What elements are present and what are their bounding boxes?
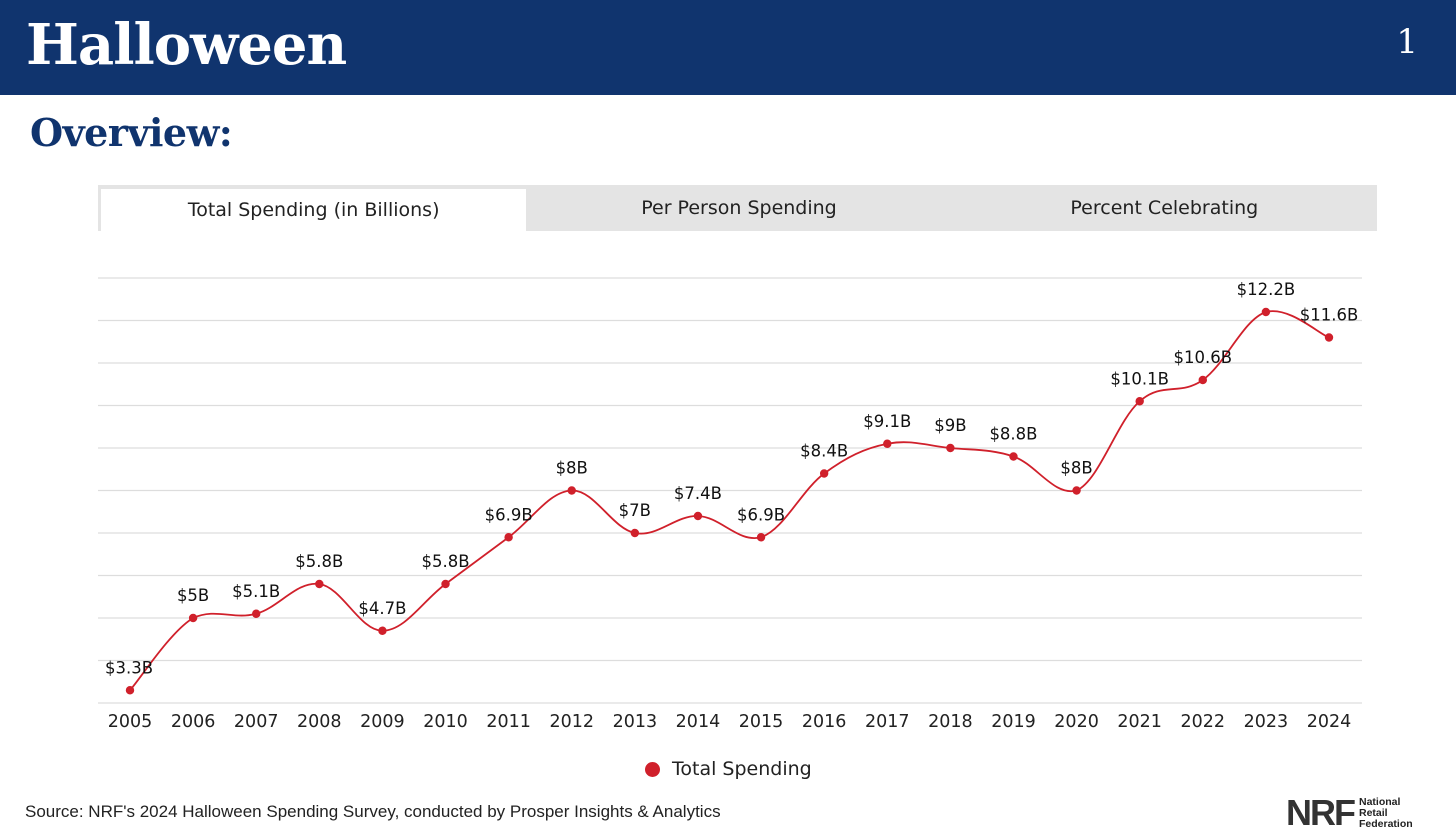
x-tick-label: 2023 [1244,712,1289,732]
data-label: $9.1B [863,412,911,431]
x-tick-label: 2015 [739,712,784,732]
chart-tabs: Total Spending (in Billions) Per Person … [98,185,1377,231]
x-tick-label: 2006 [171,712,216,732]
data-point [756,533,766,542]
data-label: $11.6B [1300,306,1359,325]
page-title: Halloween [26,12,347,78]
x-tick-label: 2011 [486,712,531,732]
data-label: $8.8B [989,425,1037,444]
data-point [946,443,955,453]
source-note: Source: NRF's 2024 Halloween Spending Su… [25,802,721,821]
x-tick-label: 2009 [360,712,405,732]
data-label: $4.7B [358,599,406,618]
x-tick-label: 2010 [423,712,468,732]
data-point [693,511,703,521]
x-tick-label: 2021 [1117,712,1162,732]
data-point [188,613,198,623]
data-label: $8B [556,459,588,478]
data-label: $7.4B [674,484,722,503]
data-point [883,439,892,448]
data-point [252,609,261,618]
data-point [378,626,387,635]
data-label: $7B [619,501,651,520]
logo-line: National [1359,795,1401,808]
data-point [1324,333,1334,342]
header-bar: Halloween 1 [0,0,1456,95]
data-point [315,579,324,589]
data-label: $10.1B [1110,369,1169,388]
data-point [1072,486,1081,495]
tab-percent-celebrating[interactable]: Percent Celebrating [1070,197,1259,219]
data-point [441,579,450,589]
page-number: 1 [1396,22,1418,62]
legend-marker [645,761,660,777]
x-tick-label: 2007 [234,712,279,732]
data-point [1135,397,1144,406]
data-label: $10.6B [1174,348,1233,367]
data-point [630,528,640,538]
data-label: $5.8B [421,552,469,571]
data-point [819,469,829,478]
x-tick-label: 2014 [676,712,721,732]
logo-line: Retail [1359,806,1388,819]
data-point [1009,452,1018,461]
x-tick-label: 2022 [1181,712,1226,732]
data-label: $6.9B [737,505,785,524]
x-tick-label: 2008 [297,712,342,732]
data-point [1198,375,1207,385]
x-tick-label: 2016 [802,712,847,732]
logo-text: National Retail Federation [1359,795,1413,830]
data-label: $3.3B [105,658,153,677]
data-label: $9B [934,416,966,435]
x-tick-label: 2013 [613,712,658,732]
data-point [567,486,576,495]
x-tick-label: 2019 [991,712,1036,732]
tab-per-person-spending[interactable]: Per Person Spending [641,197,837,219]
data-label: $8.4B [800,442,848,461]
data-label: $5.1B [232,582,280,601]
data-label: $8B [1060,459,1092,478]
x-tick-label: 2020 [1054,712,1099,732]
data-label: $5.8B [295,552,343,571]
x-tick-label: 2024 [1307,712,1352,732]
data-label: $5B [177,586,209,605]
x-tick-label: 2017 [865,712,910,732]
data-point [504,533,513,542]
section-title: Overview: [30,110,233,155]
data-label: $12.2B [1237,280,1296,299]
nrf-logo: NRF National Retail Federation [1286,792,1413,833]
chart-legend[interactable]: Total Spending [645,758,812,780]
legend-label: Total Spending [672,758,812,780]
data-point [1261,307,1271,317]
logo-line: Federation [1359,817,1413,830]
logo-mark: NRF [1286,792,1356,833]
x-tick-label: 2005 [108,712,153,732]
series-line-total-spending [129,310,1330,691]
x-tick-label: 2012 [549,712,594,732]
data-label: $6.9B [485,505,533,524]
data-point [125,686,135,695]
tab-total-spending[interactable]: Total Spending (in Billions) [101,189,527,231]
x-tick-label: 2018 [928,712,973,732]
